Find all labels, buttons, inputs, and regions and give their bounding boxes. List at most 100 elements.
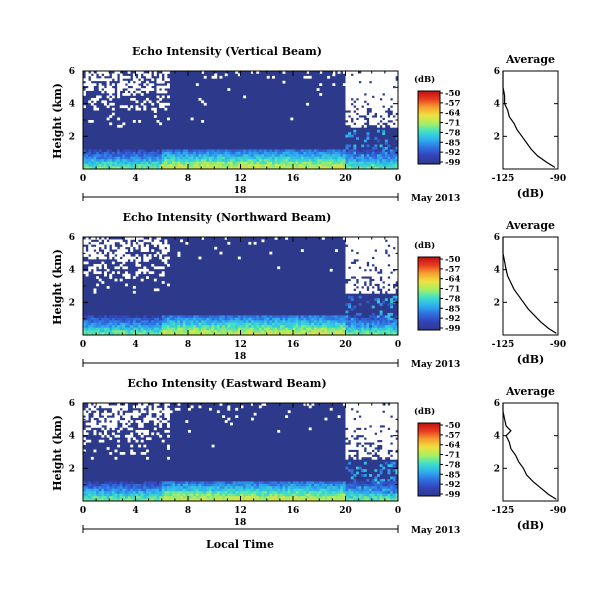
- heatmap-cell: [232, 164, 236, 167]
- heatmap-cell-missing: [125, 244, 128, 248]
- heatmap-cell-missing: [90, 425, 94, 428]
- heatmap-cell: [237, 151, 241, 155]
- heatmap-cell: [216, 481, 220, 485]
- heatmap-cell-missing: [101, 422, 105, 426]
- heatmap-cell-missing: [101, 256, 105, 260]
- heatmap-cell-missing: [395, 115, 399, 118]
- heatmap-cell: [83, 156, 86, 160]
- heatmap-cell: [256, 315, 260, 319]
- heatmap-cell: [127, 496, 131, 499]
- y-tick-label: 2: [69, 298, 75, 308]
- heatmap-cell: [264, 483, 268, 487]
- heatmap-cell-missing: [382, 434, 386, 438]
- heatmap-cell-missing: [167, 403, 170, 406]
- heatmap-cell: [138, 332, 142, 336]
- heatmap-cell: [361, 325, 365, 328]
- heatmap-cell-missing: [83, 442, 86, 445]
- heatmap-cell-missing: [98, 254, 102, 257]
- heatmap-cell-missing: [90, 249, 94, 252]
- heatmap-cell-missing: [117, 429, 121, 433]
- heatmap-cell-missing: [363, 97, 367, 101]
- heatmap-cell-missing: [303, 403, 307, 406]
- heatmap-cell: [119, 327, 123, 331]
- heatmap-cell-missing: [96, 246, 100, 250]
- heatmap-cell-missing: [161, 271, 165, 275]
- heatmap-cell: [222, 491, 226, 494]
- heatmap-cell: [293, 483, 296, 487]
- heatmap-cell-missing: [167, 83, 170, 86]
- heatmap-cell-missing: [348, 251, 352, 255]
- heatmap-cell-missing: [374, 259, 378, 262]
- heatmap-cell: [272, 151, 275, 155]
- heatmap-cell: [182, 491, 186, 494]
- heatmap-cell-missing: [361, 407, 365, 411]
- heatmap-cell: [167, 159, 170, 162]
- heatmap-cell: [377, 159, 380, 162]
- heatmap-cell: [319, 161, 323, 165]
- heatmap-cell: [146, 161, 149, 165]
- heatmap-cell-missing: [114, 415, 118, 418]
- heatmap-cell: [316, 481, 320, 485]
- heatmap-cell-missing: [377, 278, 380, 282]
- heatmap-cell: [167, 488, 170, 492]
- heatmap-cell: [209, 483, 212, 487]
- heatmap-cell-missing: [127, 244, 131, 248]
- heatmap-cell: [361, 488, 365, 492]
- heatmap-cell: [190, 154, 194, 158]
- heatmap-cell-missing: [358, 283, 362, 287]
- heatmap-cell: [387, 464, 391, 467]
- heatmap-cell-missing: [106, 95, 110, 99]
- heatmap-cell-missing: [345, 407, 349, 411]
- heatmap-cell-missing: [392, 80, 396, 84]
- heatmap-cell-missing: [140, 407, 144, 411]
- heatmap-cell-missing: [353, 112, 357, 116]
- heatmap-cell-missing: [85, 78, 89, 82]
- heatmap-cell: [122, 151, 126, 155]
- heatmap-cell-missing: [130, 412, 134, 416]
- heatmap-cell: [135, 488, 139, 492]
- heatmap-cell-missing: [164, 420, 168, 423]
- heatmap-cell: [104, 161, 107, 165]
- heatmap-cell-missing: [350, 110, 354, 113]
- heatmap-cell-missing: [353, 442, 357, 445]
- heatmap-cell: [293, 486, 296, 490]
- heatmap-cell: [269, 493, 273, 497]
- heatmap-cell: [130, 161, 134, 165]
- heatmap-cell: [190, 496, 194, 499]
- heatmap-cell: [371, 317, 375, 321]
- heatmap-cell-missing: [130, 259, 134, 262]
- heatmap-cell: [261, 483, 265, 487]
- heatmap-cell-missing: [356, 422, 359, 426]
- heatmap-cell-missing: [146, 429, 149, 433]
- heatmap-cell: [169, 483, 173, 487]
- colorbar-tick-label: -64: [445, 275, 460, 285]
- heatmap-cell: [237, 488, 241, 492]
- heatmap-cell-missing: [369, 78, 373, 82]
- heatmap-cell: [203, 483, 207, 487]
- heatmap-cell-missing: [395, 107, 399, 111]
- heatmap-cell: [106, 320, 110, 324]
- heatmap-cell: [101, 322, 105, 326]
- heatmap-cell: [382, 478, 386, 482]
- heatmap-cell: [143, 322, 147, 326]
- heatmap-cell: [272, 164, 275, 167]
- heatmap-cell-missing: [379, 283, 383, 287]
- heatmap-cell: [353, 327, 357, 331]
- heatmap-cell: [216, 156, 220, 160]
- heatmap-cell-missing: [358, 246, 362, 250]
- heatmap-cell: [384, 486, 388, 490]
- heatmap-cell: [261, 481, 265, 485]
- heatmap-cell: [311, 149, 315, 153]
- heatmap-cell-missing: [348, 452, 352, 455]
- heatmap-cell: [232, 488, 236, 492]
- heatmap-cell: [369, 491, 373, 494]
- heatmap-cell: [146, 493, 149, 497]
- heatmap-cell-missing: [132, 412, 136, 416]
- heatmap-cell-missing: [382, 278, 386, 282]
- heatmap-cell-missing: [237, 256, 241, 260]
- heatmap-cell: [300, 327, 304, 331]
- heatmap-cell-missing: [114, 266, 118, 270]
- heatmap-cell-missing: [111, 112, 115, 116]
- heatmap-cell-missing: [382, 244, 386, 248]
- heatmap-cell: [371, 483, 375, 487]
